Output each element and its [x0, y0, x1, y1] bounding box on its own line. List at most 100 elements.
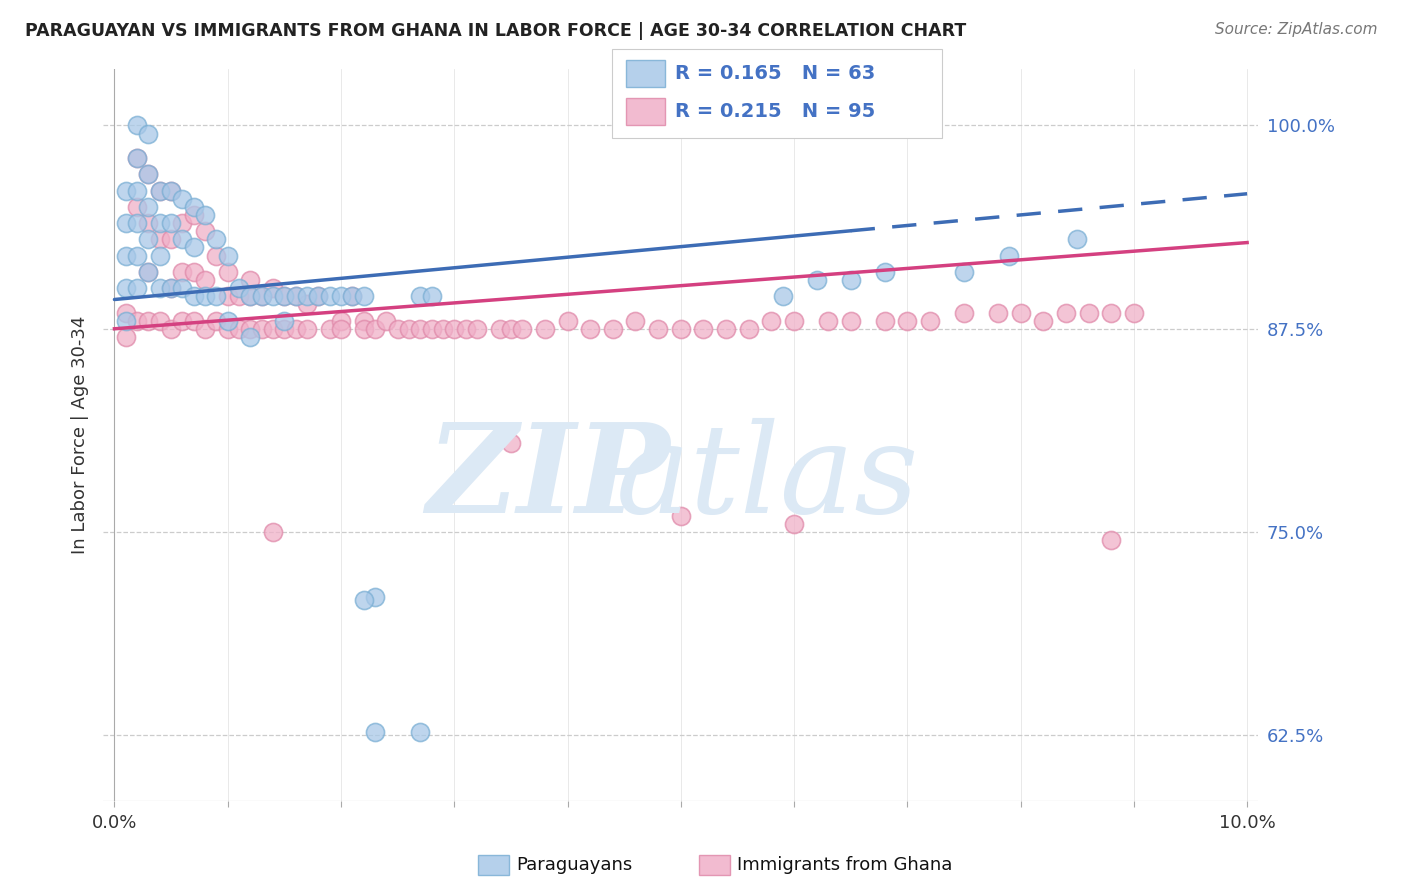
Point: [138, 200, 160, 214]
Point: [364, 322, 387, 336]
Point: [318, 322, 340, 336]
Point: [499, 435, 522, 450]
Point: [127, 151, 149, 165]
Point: [217, 322, 239, 336]
Point: [772, 289, 794, 303]
Point: [295, 289, 318, 303]
Point: [1099, 305, 1122, 319]
Point: [127, 119, 149, 133]
Point: [149, 184, 172, 198]
Point: [172, 313, 194, 327]
Point: [1066, 232, 1088, 246]
Point: [160, 322, 183, 336]
Point: [183, 313, 205, 327]
Point: [183, 200, 205, 214]
Point: [149, 281, 172, 295]
Point: [342, 289, 364, 303]
Text: Source: ZipAtlas.com: Source: ZipAtlas.com: [1215, 22, 1378, 37]
Point: [510, 322, 533, 336]
Point: [138, 265, 160, 279]
Point: [692, 322, 714, 336]
Point: [183, 289, 205, 303]
Point: [114, 305, 136, 319]
Point: [284, 289, 307, 303]
Point: [239, 289, 262, 303]
Point: [194, 273, 217, 287]
Point: [138, 265, 160, 279]
Point: [918, 313, 941, 327]
Point: [160, 281, 183, 295]
Point: [953, 265, 976, 279]
Point: [239, 330, 262, 344]
Point: [239, 322, 262, 336]
Point: [172, 232, 194, 246]
Point: [228, 281, 250, 295]
Point: [714, 322, 737, 336]
Point: [217, 265, 239, 279]
Point: [443, 322, 465, 336]
Text: Paraguayans: Paraguayans: [516, 856, 633, 874]
Point: [1077, 305, 1099, 319]
Point: [307, 289, 329, 303]
Point: [138, 216, 160, 230]
Text: ZIP: ZIP: [426, 417, 669, 539]
Point: [420, 322, 443, 336]
Point: [783, 313, 806, 327]
Point: [127, 200, 149, 214]
Point: [330, 322, 353, 336]
Point: [160, 232, 183, 246]
Point: [647, 322, 669, 336]
Point: [149, 184, 172, 198]
Point: [205, 313, 228, 327]
Point: [262, 525, 284, 540]
Text: R = 0.215   N = 95: R = 0.215 N = 95: [675, 102, 875, 121]
Point: [1122, 305, 1144, 319]
Point: [534, 322, 557, 336]
Point: [295, 322, 318, 336]
Point: [160, 184, 183, 198]
Text: atlas: atlas: [616, 417, 920, 540]
Point: [873, 313, 896, 327]
Point: [172, 216, 194, 230]
Point: [896, 313, 918, 327]
Point: [1054, 305, 1077, 319]
Text: R = 0.165   N = 63: R = 0.165 N = 63: [675, 63, 875, 83]
Point: [262, 281, 284, 295]
Point: [172, 192, 194, 206]
Point: [499, 322, 522, 336]
Point: [228, 322, 250, 336]
Point: [138, 167, 160, 181]
Point: [353, 289, 375, 303]
Point: [138, 167, 160, 181]
Point: [217, 249, 239, 263]
Point: [239, 273, 262, 287]
Point: [364, 725, 387, 739]
Point: [172, 265, 194, 279]
Point: [194, 224, 217, 238]
Point: [284, 322, 307, 336]
Point: [353, 593, 375, 607]
Point: [839, 313, 862, 327]
Point: [172, 281, 194, 295]
Text: PARAGUAYAN VS IMMIGRANTS FROM GHANA IN LABOR FORCE | AGE 30-34 CORRELATION CHART: PARAGUAYAN VS IMMIGRANTS FROM GHANA IN L…: [25, 22, 966, 40]
Point: [873, 265, 896, 279]
Point: [602, 322, 624, 336]
Point: [239, 289, 262, 303]
Point: [1032, 313, 1054, 327]
Point: [375, 313, 398, 327]
Point: [160, 216, 183, 230]
Point: [1099, 533, 1122, 548]
Point: [420, 289, 443, 303]
Point: [138, 127, 160, 141]
Point: [806, 273, 828, 287]
Point: [998, 249, 1021, 263]
Point: [205, 232, 228, 246]
Point: [250, 289, 273, 303]
Point: [364, 590, 387, 604]
Point: [409, 725, 432, 739]
Point: [127, 216, 149, 230]
Point: [114, 330, 136, 344]
Point: [228, 289, 250, 303]
Point: [194, 289, 217, 303]
Point: [250, 289, 273, 303]
